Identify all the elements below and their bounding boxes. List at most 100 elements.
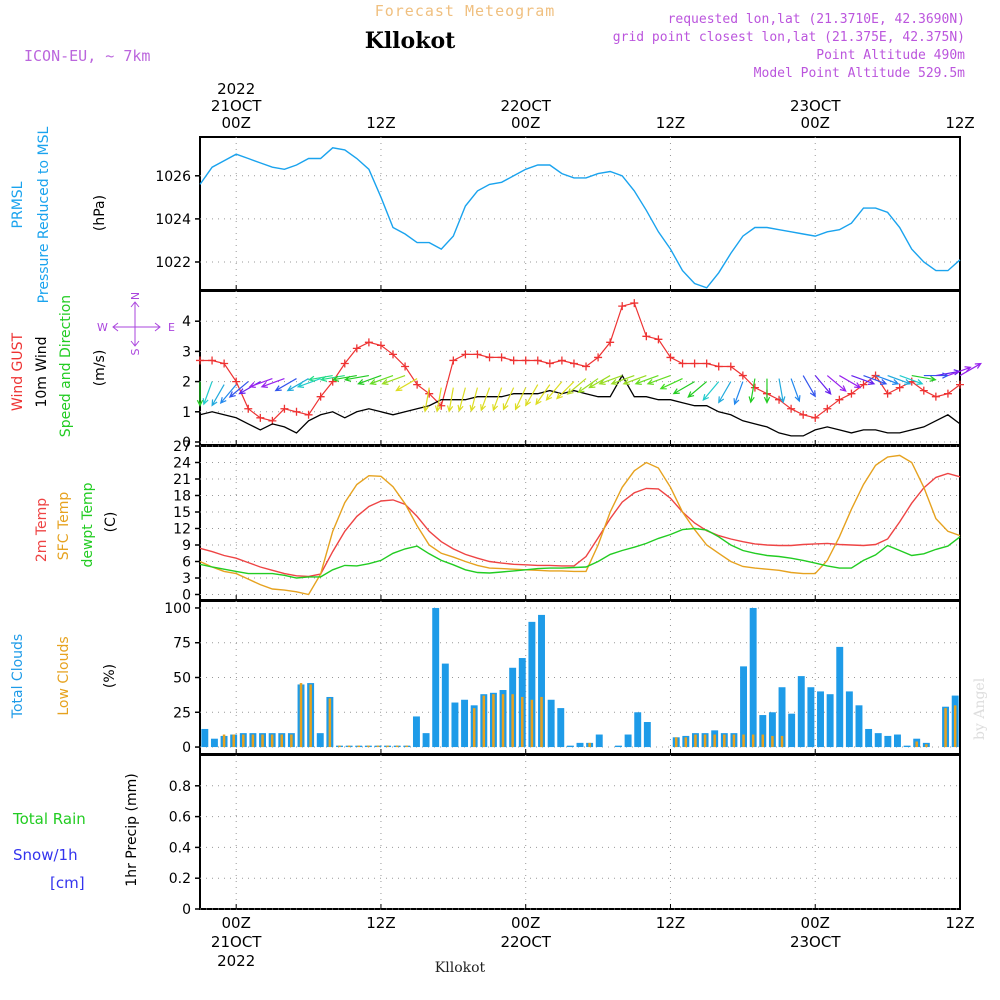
wind-arrow: [687, 381, 708, 398]
wind-arrow: [911, 374, 937, 382]
gust-marker: [726, 362, 735, 371]
low-cloud-bar: [723, 734, 726, 748]
panel-frame: [199, 136, 961, 291]
bottom-time-label: 12Z: [656, 914, 685, 932]
gust-marker: [521, 356, 530, 365]
gust-marker: [642, 332, 651, 341]
gust-marker: [545, 359, 554, 368]
gust-marker: [630, 299, 639, 308]
bottom-time-label: 12Z: [366, 914, 395, 932]
t2m-line: [199, 472, 961, 578]
y-tick-label: 12: [173, 522, 191, 538]
y-tick-label: 3: [182, 571, 191, 587]
top-time-label: 00Z: [511, 114, 540, 132]
gust-marker: [823, 404, 832, 413]
total-cloud-bar: [615, 745, 622, 748]
wind-arrow: [381, 374, 406, 385]
low-cloud-bar: [367, 745, 370, 748]
low-cloud-bar: [328, 698, 332, 748]
low-cloud-bar: [530, 699, 534, 748]
wind-arrow: [718, 381, 732, 404]
y-tick-label: 1024: [155, 212, 191, 228]
panel-4: 0 25 50 75 100: [164, 600, 961, 756]
total-cloud-bar: [576, 742, 584, 748]
total-cloud-bar: [210, 738, 218, 748]
total-cloud-bar: [894, 734, 901, 748]
compass-south: S: [129, 348, 142, 355]
low-cloud-bar: [694, 734, 697, 748]
total-cloud-bar: [422, 733, 430, 748]
y-tick-label: 1026: [155, 169, 191, 185]
y-tick-label: 27: [173, 439, 191, 455]
low-cloud-bar: [953, 705, 957, 748]
wind-arrow: [577, 378, 599, 394]
bottom-time-label: 21OCT: [211, 933, 262, 951]
top-time-label: 00Z: [801, 114, 830, 132]
snow-unit: [cm]: [50, 874, 85, 892]
y-tick-label: 0: [182, 435, 191, 451]
total-cloud-bar: [643, 722, 651, 748]
footer-location: Kllokot: [435, 960, 486, 976]
wind-arrow: [634, 374, 659, 385]
low-cloud-bar: [405, 745, 409, 748]
gust-marker: [401, 362, 410, 371]
top-time-label: 21OCT: [211, 97, 262, 115]
low-cloud-bar: [242, 734, 245, 748]
low-cloud-bar: [761, 734, 765, 748]
top-time-label: 2022: [217, 80, 255, 98]
low-cloud-bar: [588, 742, 591, 748]
panel-1: 1022 1024 1026: [155, 136, 961, 291]
sfc-temp-line: [199, 454, 961, 596]
clouds-unit: (%): [102, 664, 118, 688]
low-cloud-bar: [472, 708, 476, 748]
total-cloud-bar: [903, 745, 911, 748]
wind-arrow: [622, 374, 647, 385]
total-cloud-bar: [566, 745, 574, 748]
gust-marker: [497, 353, 506, 362]
wind-arrow: [790, 378, 801, 403]
wind-arrow: [566, 378, 587, 395]
low-cloud-bar: [261, 734, 264, 748]
bottom-time-label: 12Z: [945, 914, 974, 932]
compass-east: E: [168, 321, 175, 334]
total-cloud-bar: [538, 614, 545, 748]
wind-arrow: [395, 378, 418, 392]
gust-marker: [606, 338, 615, 347]
wind-arrow: [702, 381, 720, 402]
low-cloud-bar: [674, 737, 678, 748]
top-time-label: 22OCT: [500, 97, 551, 115]
gust-marker: [304, 410, 313, 419]
low-clouds-label: Low Clouds: [56, 636, 72, 715]
wind-arrow: [598, 374, 623, 385]
gust-marker: [847, 389, 856, 398]
gust-marker: [352, 344, 361, 353]
gust-line: [200, 302, 961, 422]
grid-coords: grid point closest lon,lat (21.375E, 42.…: [613, 30, 965, 45]
wind-arrow: [260, 378, 285, 388]
wind-arrow: [545, 381, 563, 402]
wind-arrow: [202, 381, 213, 406]
total-cloud-bar: [788, 713, 796, 748]
low-cloud-bar: [395, 745, 399, 748]
wind-arrow: [778, 378, 786, 404]
gust-marker: [678, 359, 687, 368]
gust-marker: [835, 395, 844, 404]
low-cloud-bar: [742, 734, 745, 748]
total-cloud-bar: [412, 716, 420, 748]
wind-arrow: [434, 387, 442, 413]
total-cloud-bar: [201, 728, 209, 748]
wind-arrow: [610, 374, 635, 385]
model-altitude: Model Point Altitude 529.5m: [754, 66, 965, 81]
low-cloud-bar: [376, 745, 380, 748]
y-tick-label: 0.4: [169, 840, 191, 856]
gust-marker: [956, 380, 964, 389]
gust-marker: [690, 359, 699, 368]
low-cloud-bar: [713, 734, 716, 748]
low-cloud-bar: [338, 745, 341, 748]
total-cloud-bar: [768, 712, 776, 748]
gust-marker: [316, 392, 325, 401]
gust-marker: [738, 371, 747, 380]
gust-marker: [919, 386, 928, 395]
